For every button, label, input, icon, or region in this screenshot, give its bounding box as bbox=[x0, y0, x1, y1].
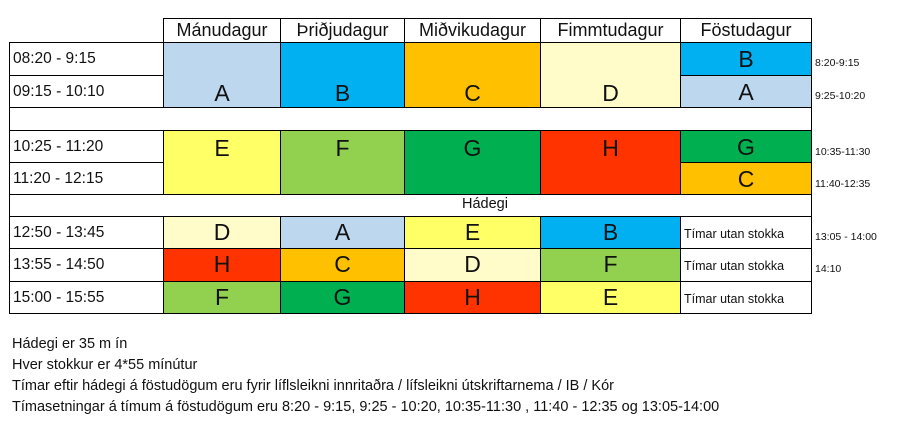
lunch-label: Hádegi bbox=[462, 196, 508, 212]
note-lunch: Hádegi er 35 m ín bbox=[12, 336, 128, 352]
block1-friday-bottom: A bbox=[680, 75, 812, 108]
pm3-thursday: E bbox=[540, 281, 681, 314]
pm3-friday: Tímar utan stokka bbox=[680, 281, 812, 314]
pm3-wednesday: H bbox=[404, 281, 541, 314]
header-friday: Föstudagur bbox=[680, 18, 812, 43]
pm1-friday: Tímar utan stokka bbox=[680, 216, 812, 249]
note-friday-times: Tímasetningar á tímum á föstudögum eru 8… bbox=[12, 399, 720, 415]
note-block-length: Hver stokkur er 4*55 mínútur bbox=[12, 357, 198, 373]
block2-monday: E bbox=[163, 130, 281, 195]
break-row-1 bbox=[9, 107, 812, 131]
block2-wednesday: G bbox=[404, 130, 541, 195]
block2-thursday: H bbox=[540, 130, 681, 195]
pm1-thursday: B bbox=[540, 216, 681, 249]
time-slot-7: 15:00 - 15:55 bbox=[9, 281, 164, 314]
time-slot-2: 09:15 - 10:10 bbox=[9, 75, 164, 108]
pm3-tuesday: G bbox=[280, 281, 405, 314]
block2-friday-bottom: C bbox=[680, 162, 812, 195]
friday-time-5: 13:05 - 14:00 bbox=[815, 231, 877, 243]
pm2-tuesday: C bbox=[280, 248, 405, 282]
time-slot-4: 11:20 - 12:15 bbox=[9, 162, 164, 195]
pm1-tuesday: A bbox=[280, 216, 405, 249]
block1-wednesday: C bbox=[404, 42, 541, 108]
friday-time-1: 8:20-9:15 bbox=[815, 57, 860, 69]
block1-friday-top: B bbox=[680, 42, 812, 76]
block1-tuesday: B bbox=[280, 42, 405, 108]
pm3-monday: F bbox=[163, 281, 281, 314]
note-friday-afternoon: Tímar eftir hádegi á föstudögum eru fyri… bbox=[12, 378, 614, 394]
friday-time-2: 9:25-10:20 bbox=[815, 90, 866, 102]
block2-tuesday: F bbox=[280, 130, 405, 195]
pm2-monday: H bbox=[163, 248, 281, 282]
block1-monday: A bbox=[163, 42, 281, 108]
friday-time-3: 10:35-11:30 bbox=[815, 146, 871, 158]
friday-time-4: 11:40-12:35 bbox=[815, 178, 871, 190]
friday-time-6: 14:10 bbox=[815, 263, 842, 275]
pm1-monday: D bbox=[163, 216, 281, 249]
header-tuesday: Þriðjudagur bbox=[280, 18, 405, 43]
pm1-wednesday: E bbox=[404, 216, 541, 249]
header-monday: Mánudagur bbox=[163, 18, 281, 43]
time-slot-1: 08:20 - 9:15 bbox=[9, 42, 164, 76]
time-slot-6: 13:55 - 14:50 bbox=[9, 248, 164, 282]
pm2-friday: Tímar utan stokka bbox=[680, 248, 812, 282]
pm2-wednesday: D bbox=[404, 248, 541, 282]
header-wednesday: Miðvikudagur bbox=[404, 18, 541, 43]
pm2-thursday: F bbox=[540, 248, 681, 282]
block1-thursday: D bbox=[540, 42, 681, 108]
header-thursday: Fimmtudagur bbox=[540, 18, 681, 43]
time-slot-5: 12:50 - 13:45 bbox=[9, 216, 164, 249]
time-slot-3: 10:25 - 11:20 bbox=[9, 130, 164, 163]
lunch-row bbox=[9, 194, 812, 217]
block2-friday-top: G bbox=[680, 130, 812, 163]
